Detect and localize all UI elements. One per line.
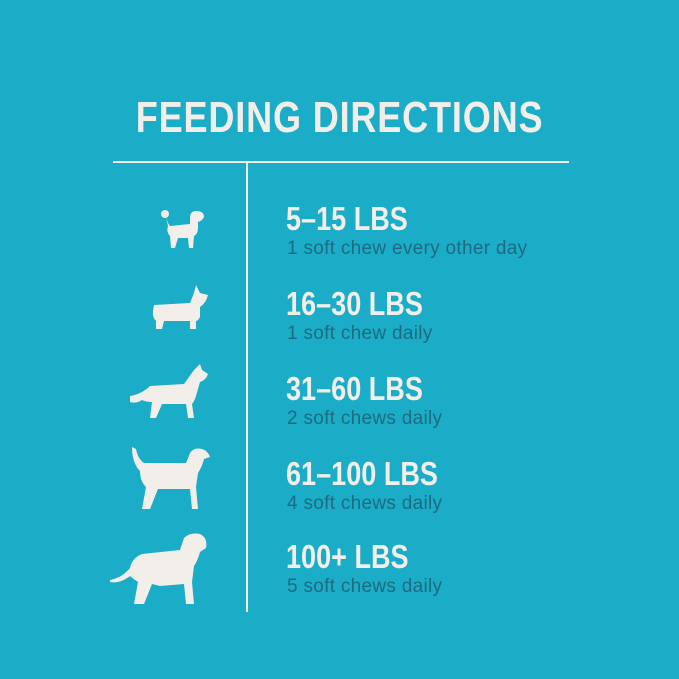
feeding-row: 100+ LBS 5 soft chews daily [0, 533, 679, 618]
dose-text: 4 soft chews daily [287, 493, 443, 514]
corgi-icon [150, 285, 210, 333]
weight-range: 100+ LBS [286, 538, 409, 575]
weight-range: 31–60 LBS [286, 370, 423, 407]
weight-range: 16–30 LBS [286, 285, 423, 322]
feeding-row: 5–15 LBS 1 soft chew every other day [0, 200, 679, 280]
medium-dog-icon [128, 362, 210, 420]
weight-range: 5–15 LBS [286, 200, 408, 237]
vertical-divider [246, 162, 248, 612]
giant-dog-icon [110, 532, 210, 606]
dose-text: 1 soft chew every other day [287, 238, 528, 259]
dose-text: 5 soft chews daily [287, 576, 443, 597]
feeding-row: 31–60 LBS 2 soft chews daily [0, 364, 679, 450]
feeding-row: 61–100 LBS 4 soft chews daily [0, 447, 679, 535]
poodle-icon [160, 208, 208, 250]
large-dog-icon [128, 447, 212, 511]
horizontal-divider [113, 161, 569, 163]
page-title: FEEDING DIRECTIONS [135, 93, 544, 142]
dose-text: 2 soft chews daily [287, 408, 443, 429]
weight-range: 61–100 LBS [286, 455, 438, 492]
feeding-row: 16–30 LBS 1 soft chew daily [0, 285, 679, 365]
dose-text: 1 soft chew daily [287, 323, 433, 344]
